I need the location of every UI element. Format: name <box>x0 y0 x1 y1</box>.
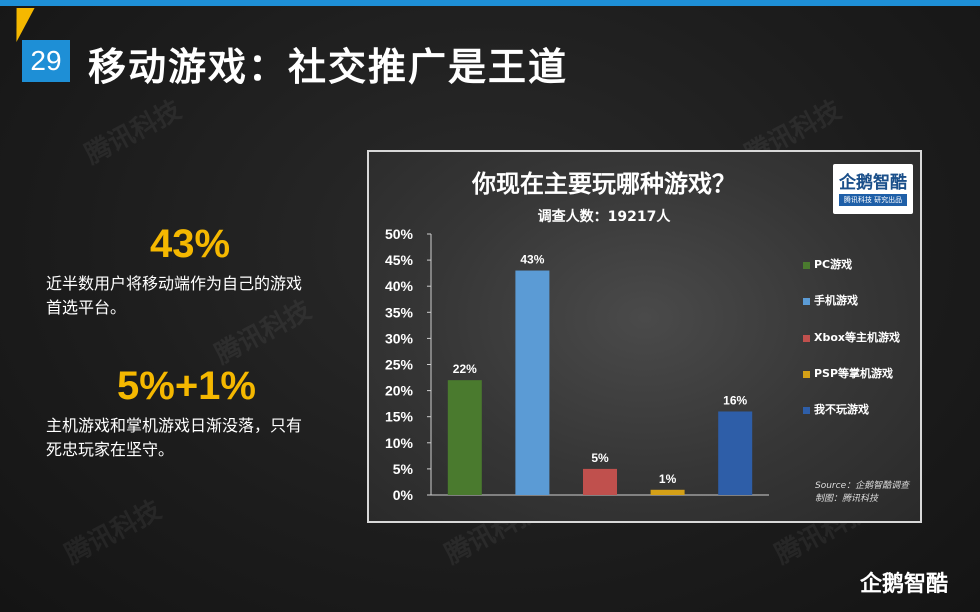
legend-label: PSP等掌机游戏 <box>814 367 894 380</box>
legend-swatch <box>803 334 810 342</box>
legend-item-pc: PC游戏 <box>803 256 852 272</box>
legend-item-console: Xbox等主机游戏 <box>803 329 900 345</box>
brand-logo: 企鹅智酷 <box>860 572 949 597</box>
legend-swatch <box>803 297 810 305</box>
stat-desc-console: 主机游戏和掌机游戏日渐没落，只有 死忠玩家在坚守。 <box>46 414 302 462</box>
bar-value-label: 16% <box>723 393 747 407</box>
bar-value-label: 5% <box>591 451 609 465</box>
watermark: 腾讯科技 <box>80 95 187 171</box>
bar-chart: 0% 5% 10% 15% 20% 25% 30% 35% 40% 45% 50% 22% 43% 5% 1… <box>385 226 769 503</box>
y-tick-label: 40% <box>385 278 414 294</box>
chart-logo-text: 企鹅智酷 <box>839 173 907 193</box>
chart-logo-sub: 腾讯科技 研究出品 <box>839 194 907 206</box>
y-tick-label: 35% <box>385 304 414 320</box>
legend-item-none: 我不玩游戏 <box>803 401 869 417</box>
legend-item-handheld: PSP等掌机游戏 <box>803 365 893 381</box>
y-tick-label: 30% <box>385 330 414 346</box>
legend-item-mobile: 手机游戏 <box>803 292 858 308</box>
y-tick-label: 0% <box>393 487 414 503</box>
bar-2 <box>515 270 550 495</box>
y-tick-label: 25% <box>385 357 414 373</box>
bar-1 <box>447 380 482 495</box>
corner-accent-shape <box>7 8 35 42</box>
y-tick-label: 20% <box>385 383 414 399</box>
slide-title: 移动游戏：社交推广是王道 <box>88 45 569 89</box>
stat-desc-line: 死忠玩家在坚守。 <box>46 440 175 459</box>
bar-value-label: 1% <box>659 472 677 486</box>
chart-source: Source：企鹅智酷调查 制图：腾讯科技 <box>815 480 909 506</box>
source-line: Source：企鹅智酷调查 <box>815 481 910 491</box>
stat-desc-mobile: 近半数用户将移动端作为自己的游戏 首选平台。 <box>46 272 302 320</box>
bar-5 <box>718 411 753 495</box>
legend-swatch <box>803 261 810 269</box>
bar-3 <box>583 468 617 495</box>
legend-label: Xbox等主机游戏 <box>814 331 901 344</box>
top-accent-bar <box>0 0 980 6</box>
stat-value-console: 5%+1% <box>117 364 256 408</box>
chart-title: 你现在主要玩哪种游戏？ <box>472 170 736 198</box>
chart-subtitle: 调查人数：19217人 <box>537 209 671 225</box>
legend-swatch <box>803 370 810 378</box>
watermark: 腾讯科技 <box>60 495 167 571</box>
y-tick-label: 5% <box>393 461 414 477</box>
stat-desc-line: 近半数用户将移动端作为自己的游戏 <box>46 274 303 293</box>
source-line: 制图：腾讯科技 <box>815 494 879 504</box>
legend-label: PC游戏 <box>814 258 853 271</box>
y-tick-label: 15% <box>385 409 414 425</box>
legend-label: 手机游戏 <box>814 294 858 307</box>
bar-4 <box>650 489 685 495</box>
y-tick-label: 50% <box>385 226 414 242</box>
chart-panel: 你现在主要玩哪种游戏？ 调查人数：19217人 企鹅智酷 腾讯科技 研究出品 0… <box>367 150 922 523</box>
stat-desc-line: 主机游戏和掌机游戏日渐没落，只有 <box>46 416 303 435</box>
y-tick-label: 10% <box>385 435 414 451</box>
legend-swatch <box>803 406 810 414</box>
chart-logo: 企鹅智酷 腾讯科技 研究出品 <box>833 164 913 214</box>
page-number: 29 <box>22 40 70 82</box>
stat-value-mobile: 43% <box>150 222 231 266</box>
legend-label: 我不玩游戏 <box>814 403 869 416</box>
bar-value-label: 22% <box>453 362 477 376</box>
stat-desc-line: 首选平台。 <box>46 298 127 317</box>
bar-value-label: 43% <box>520 253 544 267</box>
y-tick-label: 45% <box>385 252 414 268</box>
